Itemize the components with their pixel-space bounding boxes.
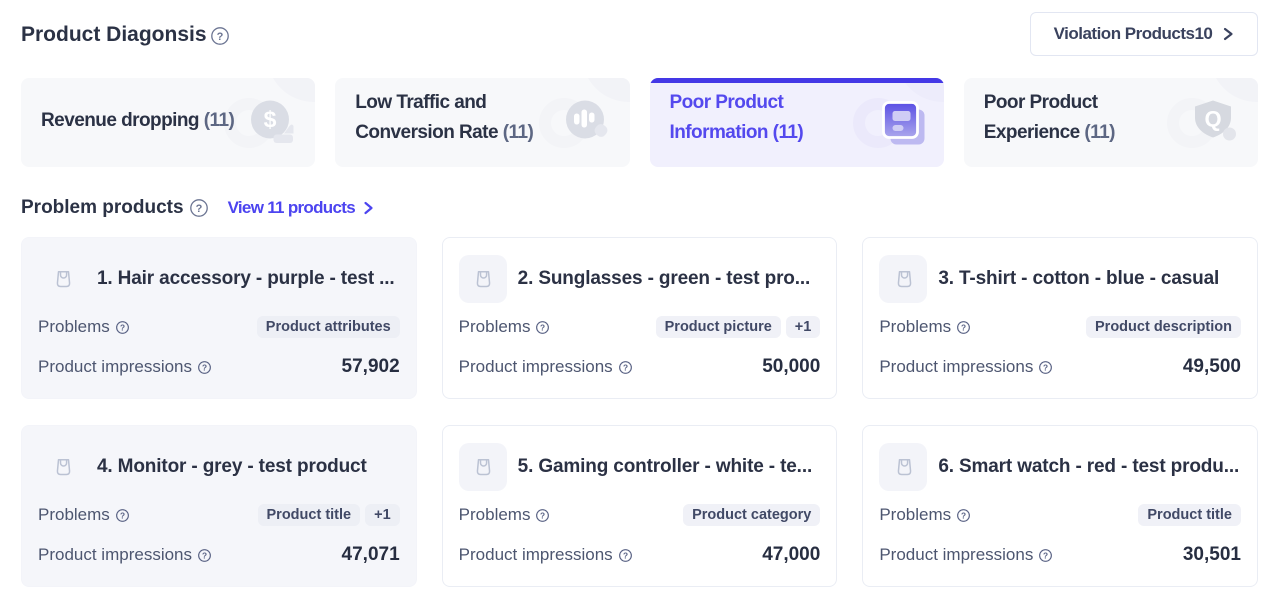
svg-text:?: ? <box>217 31 224 43</box>
svg-text:?: ? <box>120 322 125 332</box>
svg-text:?: ? <box>540 322 545 332</box>
svg-text:?: ? <box>1043 362 1048 372</box>
svg-text:?: ? <box>623 550 628 560</box>
svg-text:?: ? <box>1043 550 1048 560</box>
svg-text:?: ? <box>540 510 545 520</box>
svg-text:?: ? <box>120 510 125 520</box>
svg-text:?: ? <box>202 550 207 560</box>
svg-text:$: $ <box>264 106 277 132</box>
svg-text:?: ? <box>623 362 628 372</box>
svg-text:?: ? <box>195 203 202 215</box>
svg-text:?: ? <box>961 510 966 520</box>
svg-text:Q: Q <box>1204 106 1221 131</box>
svg-text:?: ? <box>202 362 207 372</box>
svg-text:?: ? <box>961 322 966 332</box>
